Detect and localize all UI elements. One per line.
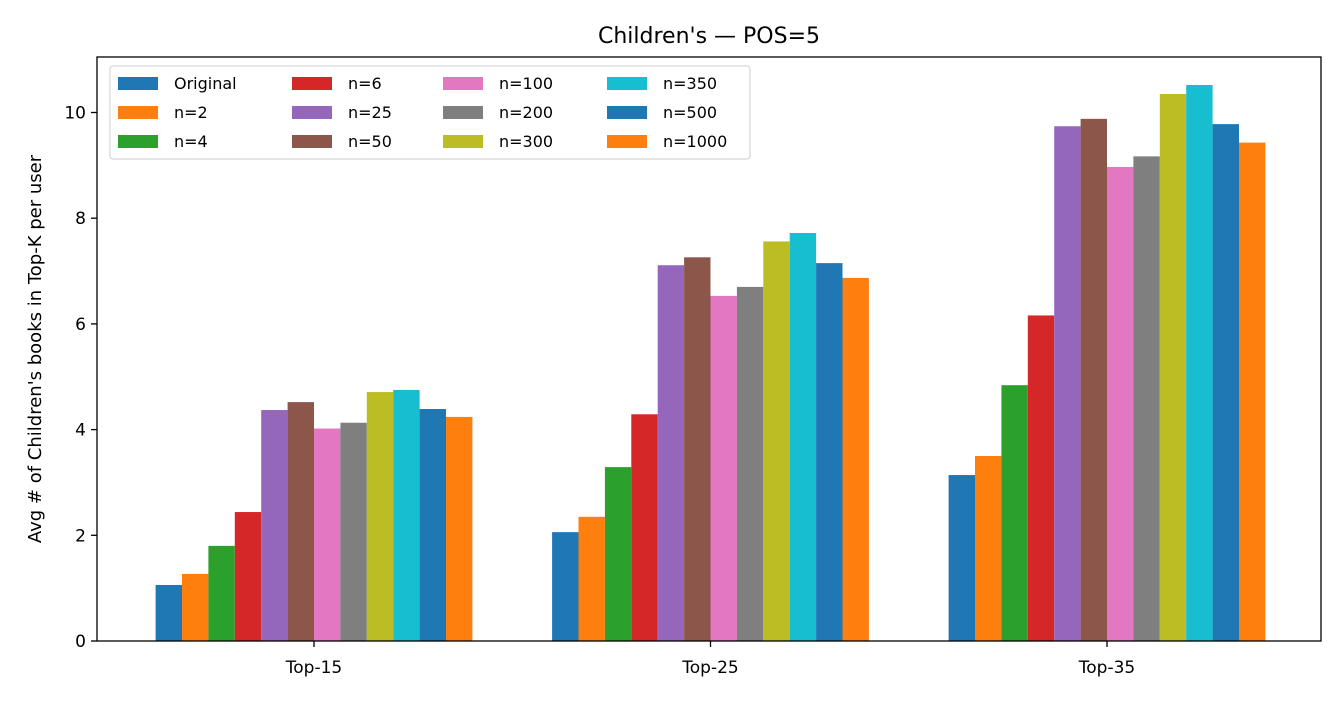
bar-n-500-top-15 (419, 408, 446, 641)
y-tick-label: 2 (75, 526, 86, 546)
bar-n-100-top-15 (314, 428, 341, 641)
bar-n-1000-top-25 (842, 277, 869, 641)
bar-n-100-top-35 (1107, 166, 1134, 641)
legend-label: n=350 (663, 74, 717, 93)
legend-swatch (292, 77, 332, 90)
legend-swatch (292, 106, 332, 119)
legend-swatch (118, 106, 158, 119)
y-axis: 0 2 4 6 8 10 (64, 103, 97, 652)
legend-label: n=6 (348, 74, 382, 93)
bars-group (155, 85, 1266, 642)
y-tick-label: 10 (64, 103, 86, 123)
bar-n-50-top-15 (287, 402, 314, 641)
bar-original-top-25 (552, 532, 579, 641)
bar-n-200-top-15 (340, 422, 367, 641)
legend-swatch (118, 135, 158, 148)
y-tick-label: 6 (75, 315, 86, 335)
legend-swatch (607, 77, 647, 90)
bar-n-500-top-35 (1212, 124, 1239, 642)
bar-n-50-top-35 (1080, 118, 1107, 642)
bar-n-25-top-35 (1054, 126, 1081, 642)
bar-n-4-top-35 (1001, 385, 1028, 641)
legend-label: Original (174, 74, 237, 93)
bar-n-100-top-25 (710, 295, 737, 641)
chart-title: Children's — POS=5 (598, 24, 820, 49)
legend-label: n=25 (348, 103, 392, 122)
bar-n-6-top-15 (234, 512, 262, 641)
bar-n-200-top-35 (1133, 156, 1160, 642)
bar-n-50-top-25 (684, 257, 711, 641)
y-tick-label: 8 (75, 209, 86, 229)
bar-original-top-35 (948, 475, 975, 641)
bar-n-6-top-25 (631, 414, 658, 641)
bar-n-350-top-35 (1186, 85, 1213, 641)
bar-n-200-top-25 (736, 286, 764, 641)
bar-n-4-top-15 (208, 545, 235, 641)
bar-n-1000-top-35 (1239, 142, 1266, 641)
legend-swatch (292, 135, 332, 148)
legend-label: n=300 (499, 132, 553, 151)
legend-swatch (443, 106, 483, 119)
legend-swatch (443, 77, 483, 90)
bar-n-300-top-35 (1159, 94, 1187, 641)
legend-swatch (443, 135, 483, 148)
bar-n-300-top-15 (366, 392, 394, 641)
bar-n-2-top-15 (182, 573, 209, 641)
legend-label: n=50 (348, 132, 392, 151)
legend-box (109, 65, 751, 160)
legend-label: n=1000 (663, 132, 727, 151)
legend-label: n=500 (663, 103, 717, 122)
bar-n-4-top-25 (604, 467, 632, 641)
x-tick-label: Top-25 (681, 658, 738, 678)
legend: Original n=2 n=4 n=6 n=25 n=50 n=100 n=200 n=300… (109, 65, 751, 160)
legend-label: n=2 (174, 103, 208, 122)
legend-swatch (607, 135, 647, 148)
y-axis-title: Avg # of Children's books in Top-K per u… (25, 154, 46, 543)
y-tick-label: 4 (75, 421, 86, 441)
bar-n-500-top-25 (816, 263, 843, 641)
x-axis: Top-15 Top-25 Top-35 (285, 641, 1135, 678)
bar-n-1000-top-15 (446, 416, 473, 641)
x-tick-label: Top-35 (1078, 658, 1135, 678)
legend-swatch (118, 77, 158, 90)
legend-swatch (607, 106, 647, 119)
bar-n-25-top-25 (657, 265, 685, 641)
bar-n-2-top-35 (975, 456, 1002, 641)
bar-n-350-top-15 (393, 389, 420, 641)
x-tick-label: Top-15 (285, 658, 342, 678)
bar-original-top-15 (155, 584, 182, 641)
plot-frame (96, 56, 1322, 642)
legend-label: n=100 (499, 74, 553, 93)
bar-n-25-top-15 (261, 410, 288, 641)
bar-n-300-top-25 (763, 241, 790, 641)
bar-n-6-top-35 (1027, 315, 1055, 641)
bar-n-350-top-25 (789, 232, 817, 642)
legend-label: n=200 (499, 103, 553, 122)
y-tick-label: 0 (75, 632, 86, 652)
bar-n-2-top-25 (578, 516, 605, 641)
legend-label: n=4 (174, 132, 208, 151)
